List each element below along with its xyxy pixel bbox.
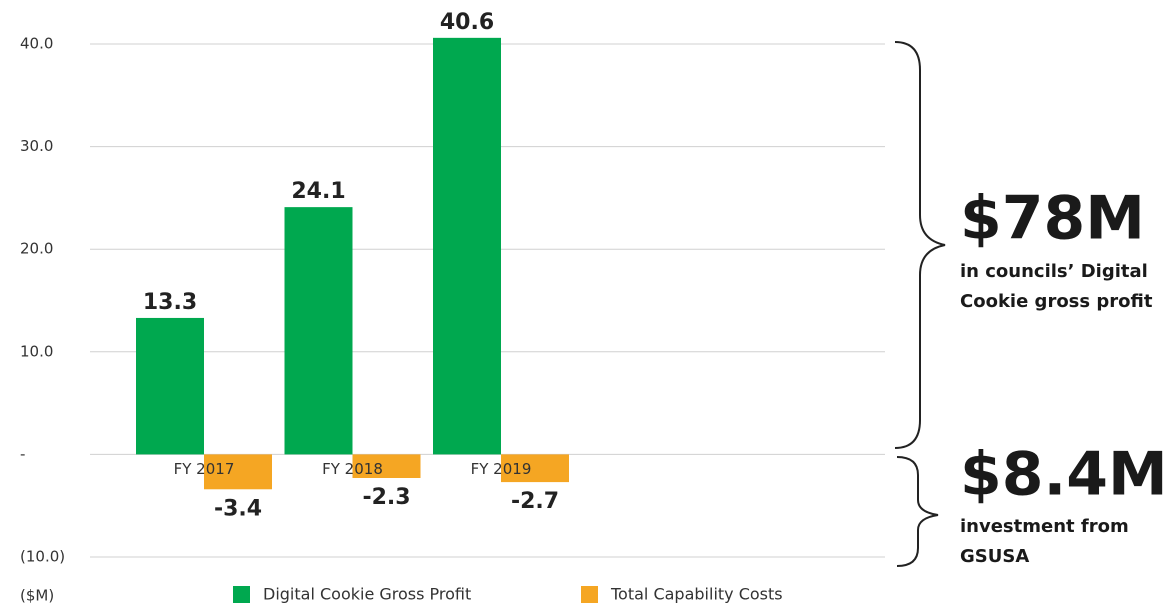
annotation-title: $8.4M: [960, 440, 1163, 510]
bar: [433, 37, 501, 455]
annotation-text: GSUSA: [960, 546, 1029, 567]
x-tick-label: FY 2017: [174, 460, 235, 478]
data-label: -2.7: [511, 489, 559, 514]
bar: [136, 317, 204, 455]
data-label: -2.3: [362, 485, 410, 510]
annotation-text: Cookie gross profit: [960, 291, 1153, 312]
data-label: -3.4: [214, 496, 262, 521]
annotation-title: $78M: [960, 184, 1145, 254]
bar: [204, 454, 272, 490]
y-tick-label: -: [20, 445, 25, 463]
data-label: 40.6: [440, 10, 494, 35]
annotation-text: investment from: [960, 516, 1129, 537]
brace: [896, 456, 939, 567]
x-tick-label: FY 2018: [322, 460, 383, 478]
legend-label: Digital Cookie Gross Profit: [263, 585, 471, 604]
legend-label: Total Capability Costs: [610, 585, 783, 604]
y-unit-label: ($M): [20, 587, 54, 605]
bar: [352, 454, 421, 478]
legend-swatch: [581, 586, 598, 603]
y-tick-label: 10.0: [20, 342, 53, 360]
data-label: 24.1: [291, 179, 345, 204]
data-label: 13.3: [143, 290, 197, 315]
bar: [501, 454, 569, 483]
annotation-text: in councils’ Digital: [960, 261, 1148, 282]
brace: [894, 41, 946, 449]
y-tick-label: 30.0: [20, 137, 53, 155]
y-tick-label: 40.0: [20, 35, 53, 53]
y-tick-label: (10.0): [20, 548, 65, 566]
bar: [284, 207, 353, 455]
y-tick-label: 20.0: [20, 240, 53, 258]
legend-swatch: [233, 586, 250, 603]
x-tick-label: FY 2019: [471, 460, 532, 478]
